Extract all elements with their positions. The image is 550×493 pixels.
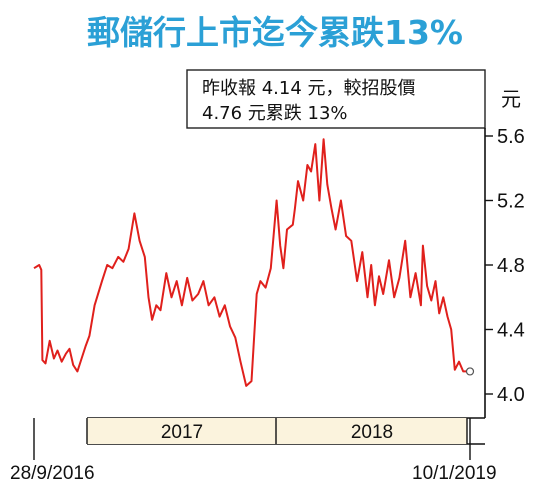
y-axis-ticks: 5.6 5.2 4.8 4.4 4.0 [485,126,525,406]
annotation-line-1: 昨收報 4.14 元，較招股價 [202,78,416,99]
series-layer [33,138,475,387]
y-tick-label: 4.4 [497,320,525,342]
y-axis-unit: 元 [501,87,521,111]
y-tick-label: 5.2 [497,191,525,213]
price-series-line [33,138,470,387]
chart-title: 郵儲行上市迄今累跌13% [87,13,463,52]
annotation-line-2: 4.76 元累跌 13% [202,103,348,124]
year-band-2018 [276,418,467,444]
annotation-frame [186,69,486,129]
plot-frame [33,128,486,460]
x-end-date-label: 10/1/2019 [412,463,497,484]
y-tick-label: 4.8 [497,255,525,277]
year-label-2018: 2018 [351,422,393,443]
year-label-2017: 2017 [161,422,203,443]
annotation-box: 昨收報 4.14 元，較招股價 4.76 元累跌 13% [186,69,486,129]
year-band-pre-2017 [34,418,87,444]
y-tick-label: 5.6 [497,126,525,148]
last-close-point [465,367,475,376]
x-start-date-label: 28/9/2016 [10,463,95,484]
y-tick-label: 4.0 [497,384,525,406]
year-band-2017 [87,418,276,444]
